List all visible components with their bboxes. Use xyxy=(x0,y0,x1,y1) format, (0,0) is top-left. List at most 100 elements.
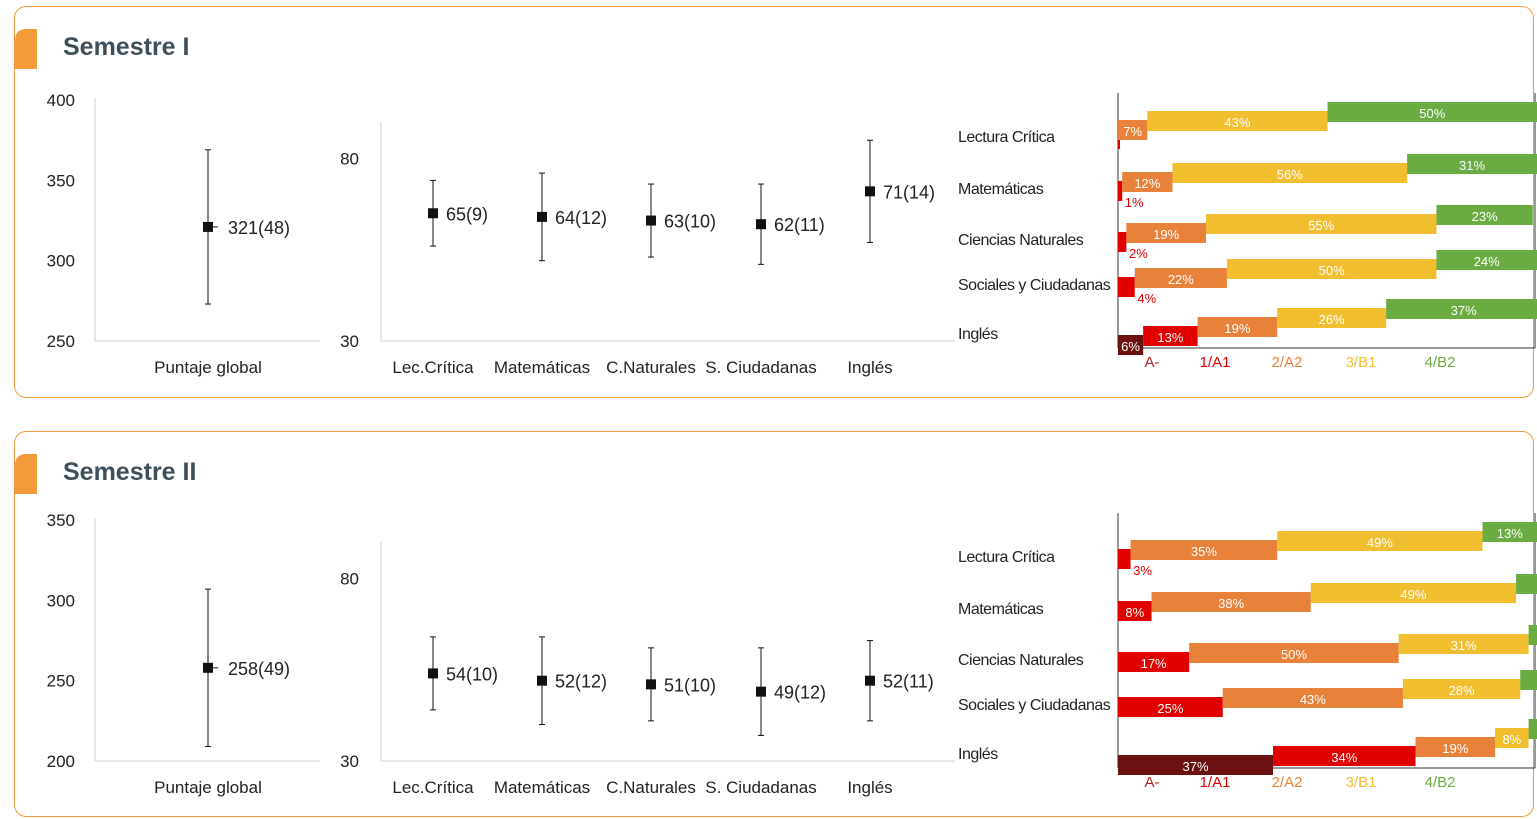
bar-data-label: 13% xyxy=(1157,330,1183,345)
data-label: 321(48) xyxy=(228,218,290,238)
mean-point xyxy=(428,208,438,219)
bar-data-label: 4% xyxy=(1137,291,1156,306)
level-bar-segment xyxy=(1122,172,1173,192)
bar-data-label: 8% xyxy=(1502,732,1521,747)
legend-label: A- xyxy=(1145,354,1160,371)
bar-data-label: 2% xyxy=(1129,246,1148,261)
level-bar-segment xyxy=(1415,737,1496,757)
level-bar-segment xyxy=(1151,592,1311,612)
level-bar-segment xyxy=(1118,601,1152,621)
level-bar-segment xyxy=(1118,697,1223,717)
y-tick-label: 30 xyxy=(340,752,359,771)
level-bar-segment xyxy=(1277,308,1387,328)
category-label: Sociales y Ciudadanas xyxy=(958,277,1111,294)
level-bar-segment xyxy=(1436,250,1537,270)
bar-data-label: 17% xyxy=(1141,656,1167,671)
bar-data-label: 25% xyxy=(1157,701,1183,716)
x-category-label: Puntaje global xyxy=(154,778,262,797)
level-bar-segment xyxy=(1197,317,1278,337)
mean-point xyxy=(203,221,213,232)
mean-point xyxy=(756,686,766,697)
mean-point xyxy=(203,662,213,673)
legend-label: 4/B2 xyxy=(1425,354,1456,371)
x-category-label: Matemáticas xyxy=(494,358,590,377)
y-tick-label: 80 xyxy=(340,570,359,589)
y-tick-label: 30 xyxy=(340,332,359,351)
bar-data-label: 13% xyxy=(1497,526,1523,541)
y-tick-label: 250 xyxy=(47,332,75,351)
mean-point xyxy=(865,675,875,686)
x-category-label: C.Naturales xyxy=(606,358,696,377)
data-label: 49(12) xyxy=(774,683,826,703)
panel-accent xyxy=(15,29,37,69)
level-bar-segment xyxy=(1118,277,1135,297)
x-category-label: Inglés xyxy=(847,778,892,797)
bar-data-label: 31% xyxy=(1459,158,1485,173)
x-category-label: S. Ciudadanas xyxy=(705,358,817,377)
level-bar-segment xyxy=(1398,634,1529,654)
level-bar-segment xyxy=(1126,223,1206,243)
legend-label: 1/A1 xyxy=(1200,354,1231,371)
bar-data-label: 23% xyxy=(1472,209,1498,224)
level-bar-segment xyxy=(1528,625,1537,645)
data-label: 54(10) xyxy=(446,664,498,684)
panel-title: Semestre I xyxy=(63,33,190,61)
level-bar-segment xyxy=(1118,232,1127,252)
legend-label: 1/A1 xyxy=(1200,774,1231,791)
y-tick-label: 350 xyxy=(47,511,75,530)
level-bar-segment xyxy=(1277,531,1483,551)
category-label: Inglés xyxy=(958,746,998,763)
bar-data-label: 8% xyxy=(1125,605,1144,620)
bar-data-label: 49% xyxy=(1367,535,1393,550)
x-category-label: Lec.Crítica xyxy=(392,358,474,377)
level-bar-segment xyxy=(1222,688,1403,708)
y-tick-label: 300 xyxy=(47,252,75,271)
bar-data-label: 22% xyxy=(1168,272,1194,287)
mean-point xyxy=(646,679,656,690)
category-label: Ciencias Naturales xyxy=(958,652,1084,669)
bar-data-label: 37% xyxy=(1451,303,1477,318)
bar-data-label: 56% xyxy=(1277,167,1303,182)
level-bar-segment xyxy=(1528,719,1537,739)
level-bar-segment xyxy=(1118,549,1131,569)
level-bar-segment xyxy=(1226,259,1437,279)
panel-semestre-2: Semestre II xyxy=(14,431,1534,817)
level-bar-segment xyxy=(1516,574,1537,594)
y-tick-label: 250 xyxy=(47,672,75,691)
category-label: Sociales y Ciudadanas xyxy=(958,697,1111,714)
x-category-label: Lec.Crítica xyxy=(392,778,474,797)
level-bar-segment xyxy=(1327,102,1537,122)
level-bar-segment xyxy=(1386,299,1537,319)
mean-point xyxy=(537,211,547,222)
level-bar-segment xyxy=(1118,181,1123,201)
bar-data-label: 43% xyxy=(1300,692,1326,707)
legend-label: 4/B2 xyxy=(1425,774,1456,791)
x-category-label: Puntaje global xyxy=(154,358,262,377)
bar-data-label: 31% xyxy=(1451,638,1477,653)
data-label: 63(10) xyxy=(664,212,716,232)
category-label: Matemáticas xyxy=(958,181,1044,198)
category-label: Lectura Crítica xyxy=(958,549,1055,566)
bar-data-label: 28% xyxy=(1449,683,1475,698)
bar-data-label: 24% xyxy=(1474,254,1500,269)
category-label: Matemáticas xyxy=(958,601,1044,618)
x-category-label: Inglés xyxy=(847,358,892,377)
bar-data-label: 50% xyxy=(1419,106,1445,121)
mean-point xyxy=(756,219,766,230)
level-bar-segment xyxy=(1273,746,1416,766)
bar-data-label: 6% xyxy=(1121,339,1140,354)
level-bar-segment xyxy=(1130,540,1278,560)
mean-point xyxy=(646,215,656,226)
y-tick-label: 350 xyxy=(47,171,75,190)
bar-data-label: 37% xyxy=(1182,759,1208,774)
bar-data-label: 43% xyxy=(1224,115,1250,130)
level-bar-segment xyxy=(1134,268,1227,288)
level-bar-segment xyxy=(1520,670,1537,690)
level-bar-segment xyxy=(1310,583,1517,603)
data-label: 65(9) xyxy=(446,204,488,224)
category-label: Lectura Crítica xyxy=(958,129,1055,146)
x-category-label: S. Ciudadanas xyxy=(705,778,817,797)
data-label: 51(10) xyxy=(664,675,716,695)
bar-data-label: 34% xyxy=(1331,750,1357,765)
